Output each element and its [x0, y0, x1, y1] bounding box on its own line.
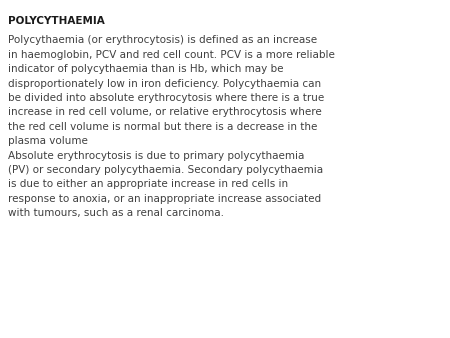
Text: Polycythaemia (or erythrocytosis) is defined as an increase
in haemoglobin, PCV : Polycythaemia (or erythrocytosis) is def…: [8, 35, 335, 218]
Text: POLYCYTHAEMIA: POLYCYTHAEMIA: [8, 16, 105, 26]
